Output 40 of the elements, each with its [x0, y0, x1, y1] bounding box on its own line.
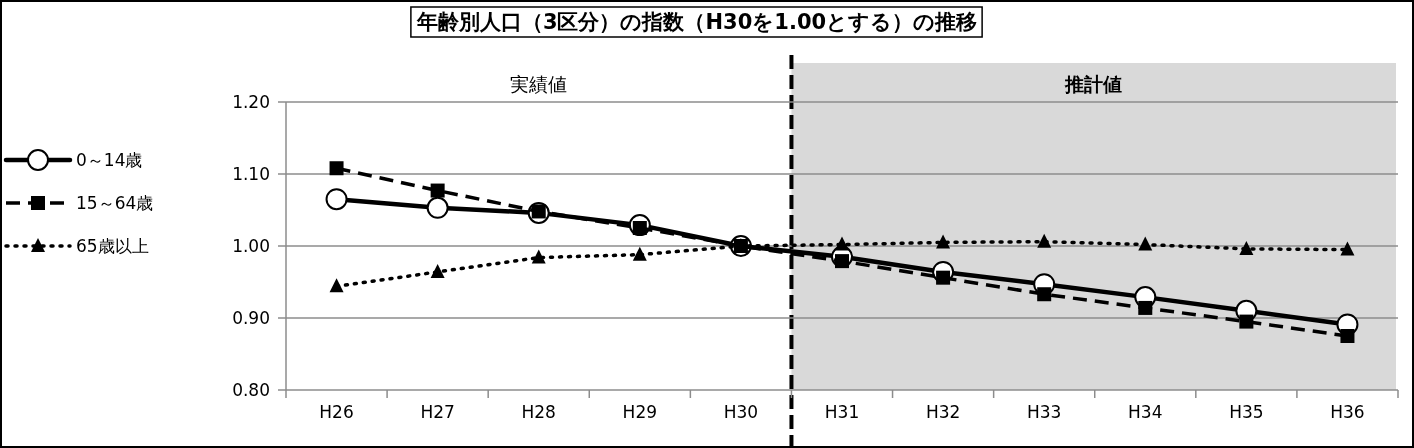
legend-label: 65歳以上: [76, 236, 149, 256]
text: 実績値: [510, 73, 568, 95]
point: [835, 236, 849, 251]
point: [329, 161, 344, 176]
y-tick-label: 1.00: [232, 236, 270, 256]
point: [325, 188, 348, 211]
y-tick-label: 1.10: [232, 164, 270, 184]
point: [936, 234, 951, 249]
x-tick-label: H27: [420, 402, 455, 422]
y-tick-label: 0.80: [232, 380, 270, 400]
x-tick-label: H36: [1330, 402, 1365, 422]
point: [1037, 287, 1052, 302]
x-tick-label: H34: [1128, 402, 1163, 422]
x-tick-label: H35: [1229, 402, 1264, 422]
legend-label: 15～64歳: [76, 193, 154, 213]
band-label: 推計値: [1064, 73, 1123, 95]
x-tick-label: H29: [622, 402, 658, 422]
point: [1340, 329, 1355, 343]
x-tick-label: H28: [521, 402, 556, 422]
x-tick-label: H32: [925, 402, 961, 422]
chart-title: 年齢別人口（3区分）の指数（H30を1.00とする）の推移: [415, 10, 978, 34]
y-tick-label: 1.20: [232, 92, 270, 112]
point: [1037, 233, 1052, 248]
x-tick-label: H30: [723, 402, 759, 422]
x-tick-label: H26: [319, 402, 354, 422]
x-tick-label: H31: [824, 402, 860, 422]
point: [430, 263, 445, 278]
point: [329, 278, 344, 293]
legend-label: 0～14歳: [76, 150, 143, 170]
point: [430, 183, 445, 198]
x-tick-label: H33: [1026, 402, 1062, 422]
y-tick-label: 0.90: [232, 308, 270, 328]
point: [1138, 236, 1153, 251]
point: [426, 196, 449, 219]
point: [1138, 300, 1153, 315]
point: [632, 246, 647, 261]
point: [1239, 240, 1254, 255]
point: [531, 249, 546, 264]
point: [1239, 314, 1254, 329]
point: [1340, 241, 1355, 256]
